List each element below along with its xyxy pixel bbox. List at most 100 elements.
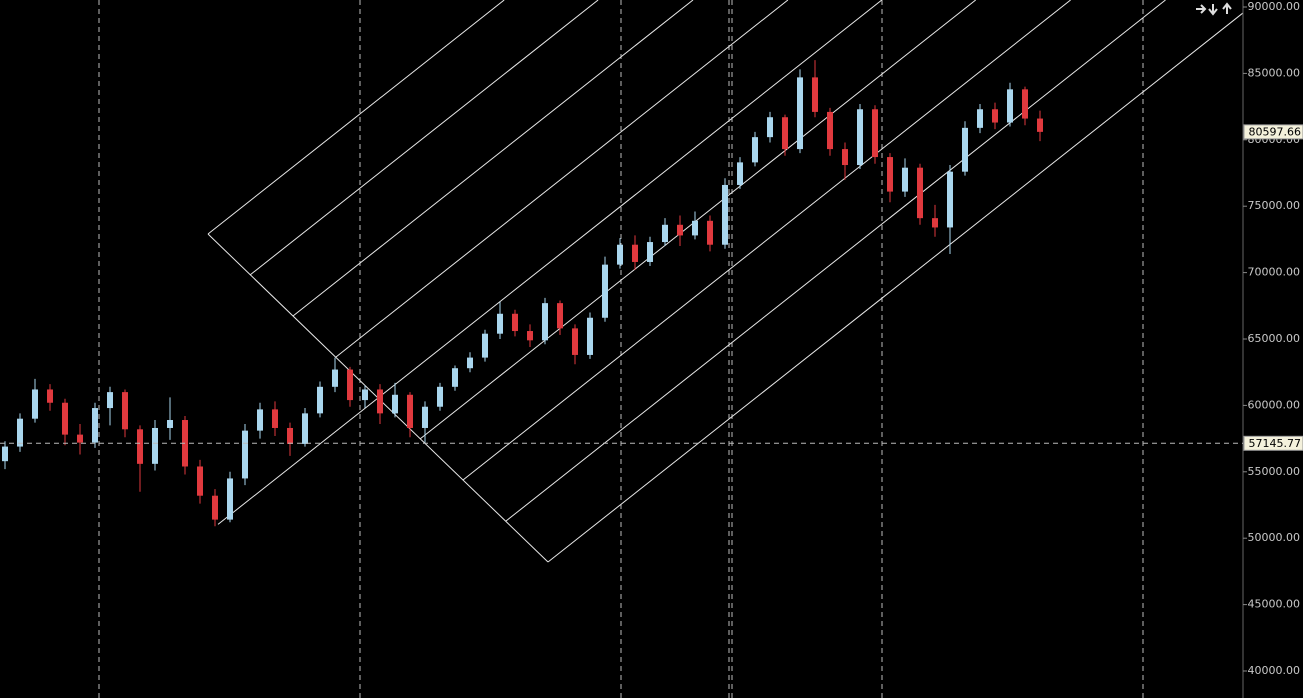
candle-body xyxy=(977,109,983,128)
candle-body xyxy=(797,77,803,150)
y-tick-label: 75000.00 xyxy=(1248,199,1301,212)
candle-body xyxy=(347,369,353,401)
candle-body xyxy=(47,389,53,403)
candle-body xyxy=(632,244,638,262)
candle-body xyxy=(992,109,998,123)
candle-body xyxy=(707,220,713,245)
candle-body xyxy=(272,409,278,428)
candle-body xyxy=(887,157,893,192)
candle-body xyxy=(737,162,743,185)
y-tick-label: 60000.00 xyxy=(1248,398,1301,411)
candle-body xyxy=(302,413,308,444)
candle-body xyxy=(932,218,938,228)
channel-line xyxy=(207,0,505,235)
channel-line xyxy=(292,0,694,317)
candle-body xyxy=(752,137,758,163)
candle-body xyxy=(602,264,608,318)
candle-body xyxy=(497,313,503,334)
candle-body xyxy=(152,427,158,464)
scroll-right-icon[interactable] xyxy=(1196,4,1207,14)
candle-body xyxy=(842,149,848,166)
candle-body xyxy=(197,466,203,496)
price-marker-box xyxy=(1243,435,1303,451)
y-tick-label: 70000.00 xyxy=(1248,266,1301,279)
candle-body xyxy=(692,220,698,236)
channel-line xyxy=(217,0,883,525)
candle-body xyxy=(407,394,413,428)
candle-body xyxy=(947,171,953,228)
candle-body xyxy=(32,389,38,419)
candle-body xyxy=(122,392,128,430)
candle-body xyxy=(287,427,293,444)
candle-body xyxy=(362,389,368,401)
candle-body xyxy=(242,430,248,479)
candle-body xyxy=(542,303,548,341)
candle-body xyxy=(77,434,83,443)
candle-body xyxy=(137,429,143,464)
candle-body xyxy=(257,409,263,431)
candle-body xyxy=(422,406,428,428)
y-tick-label: 85000.00 xyxy=(1248,66,1301,79)
y-tick-label: 55000.00 xyxy=(1248,465,1301,478)
candle-body xyxy=(857,109,863,166)
candle-body xyxy=(467,357,473,369)
scroll-down-icon[interactable] xyxy=(1208,4,1218,16)
candle-body xyxy=(962,127,968,172)
channel-line xyxy=(249,0,599,276)
candle-body xyxy=(587,317,593,355)
channel-line xyxy=(547,12,1244,563)
price-marker-label: 57145.77 xyxy=(1249,437,1302,450)
candle-body xyxy=(482,333,488,358)
candle-body xyxy=(437,386,443,407)
channel-line xyxy=(335,0,789,358)
candle-body xyxy=(377,389,383,414)
candle-body xyxy=(212,495,218,520)
candle-body xyxy=(917,167,923,219)
channel-drawing xyxy=(207,0,1244,563)
candle-body xyxy=(512,313,518,332)
candle-body xyxy=(317,386,323,414)
candle-body xyxy=(902,167,908,192)
candle-body xyxy=(107,392,113,409)
candle-body xyxy=(872,109,878,158)
y-tick-label: 50000.00 xyxy=(1248,531,1301,544)
toolbar[interactable] xyxy=(1196,2,1232,16)
y-tick-label: 90000.00 xyxy=(1248,0,1301,13)
price-marker-box xyxy=(1243,124,1303,140)
candle-body xyxy=(167,420,173,428)
candle-body xyxy=(1037,118,1043,132)
y-tick-label: 40000.00 xyxy=(1248,664,1301,677)
candle-body xyxy=(227,478,233,520)
candle-body xyxy=(812,77,818,112)
scroll-up-icon[interactable] xyxy=(1222,2,1232,14)
channel-line xyxy=(419,0,977,440)
candle-body xyxy=(767,117,773,138)
candle-body xyxy=(662,224,668,243)
candle-body xyxy=(677,224,683,236)
channel-line xyxy=(505,0,1166,522)
channel-line xyxy=(462,0,1071,481)
y-tick-label: 65000.00 xyxy=(1248,332,1301,345)
candle-body xyxy=(572,328,578,355)
candle-body xyxy=(392,394,398,414)
candle-body xyxy=(62,402,68,435)
candle-body xyxy=(827,111,833,150)
candle-body xyxy=(722,184,728,245)
candle-body xyxy=(2,446,8,462)
candle-body xyxy=(527,331,533,341)
candle-body xyxy=(92,408,98,443)
candle-body xyxy=(647,242,653,262)
candle-body xyxy=(782,117,788,150)
candle-body xyxy=(332,369,338,387)
candle-body xyxy=(1007,89,1013,123)
candle-body xyxy=(617,244,623,265)
candle-body xyxy=(1022,89,1028,119)
candle-body xyxy=(452,368,458,387)
y-tick-label: 45000.00 xyxy=(1248,598,1301,611)
candle-body xyxy=(557,303,563,329)
candle-body xyxy=(17,418,23,447)
price-marker-label: 80597.66 xyxy=(1249,125,1302,138)
